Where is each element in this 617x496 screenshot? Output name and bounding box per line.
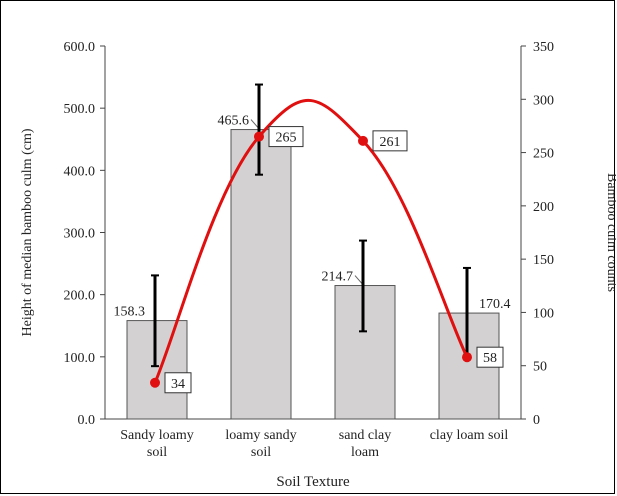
x-axis-title: Soil Texture [276,474,350,490]
count-point [358,135,368,146]
count-label: 265 [276,131,297,146]
count-label-box [268,126,304,148]
left-tick-label: 600.0 [64,40,96,55]
count-label: 261 [380,135,401,150]
right-tick-label: 50 [533,360,547,375]
bar [334,285,396,420]
bar-value-label: 158.3 [114,305,146,320]
category-label: loamy sandy [225,428,296,443]
left-tick-label: 400.0 [64,164,96,179]
right-tick-label: 0 [533,413,540,428]
bar-value-label: 465.6 [218,114,250,129]
count-label-box [476,346,504,368]
right-tick-label: 200 [533,200,554,215]
count-point [150,377,160,388]
category-label: Sandy loamy [120,428,194,443]
left-tick-label: 200.0 [64,289,96,304]
right-tick-label: 250 [533,147,554,162]
category-label: soil [147,445,167,460]
right-tick-label: 350 [533,40,554,55]
count-label-box [164,372,192,394]
category-label: clay loam soil [430,428,509,443]
left-tick-label: 300.0 [64,227,96,242]
right-tick-label: 100 [533,306,554,321]
left-tick-label: 500.0 [64,102,96,117]
count-label: 34 [171,377,185,392]
category-label: sand clay [339,428,391,443]
category-label: loam [351,445,379,460]
count-line [153,98,469,384]
count-label: 58 [483,351,497,366]
right-axis-title: Bamboo culm counts [604,173,616,292]
count-label-box [372,130,408,152]
left-tick-label: 0.0 [78,413,96,428]
bar-label-leader [250,119,259,128]
count-point [462,352,472,363]
bar [230,129,292,420]
left-axis-title: Height of median bamboo culm (cm) [20,128,35,336]
right-tick-label: 300 [533,93,554,108]
left-tick-label: 100.0 [64,351,96,366]
right-tick-label: 150 [533,253,554,268]
bar-value-label: 214.7 [322,270,354,285]
bar-label-leader [354,275,363,284]
count-point [254,131,264,142]
bar [126,320,188,420]
bar-value-label: 170.4 [479,297,511,312]
category-label: soil [251,445,271,460]
